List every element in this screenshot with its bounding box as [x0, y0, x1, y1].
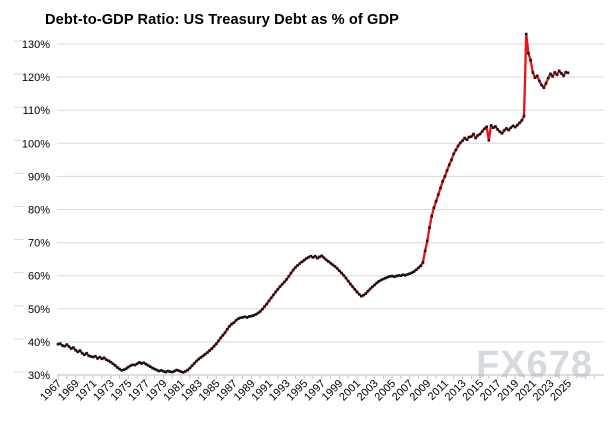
series-markers [56, 32, 570, 374]
x-axis-labels: 1967196919711973197519771979198119831985… [38, 378, 574, 404]
y-tick-label: 60% [28, 271, 50, 283]
y-tick-label: 30% [28, 370, 50, 382]
y-axis-labels: 30% 40% 50% 60% 70% 80% 90% 100% 110% 120% 130% [22, 39, 50, 382]
x-axis [57, 374, 604, 379]
y-tick-label: 70% [28, 238, 50, 250]
y-tick-label: 130% [22, 39, 50, 51]
y-tick-label: 50% [28, 304, 50, 316]
chart-title: Debt-to-GDP Ratio: US Treasury Debt as %… [45, 12, 399, 28]
y-tick-label: 120% [22, 72, 50, 84]
y-tick-label: 90% [28, 171, 50, 183]
y-axis-minor-dashes [14, 40, 24, 373]
y-tick-label: 110% [23, 105, 51, 117]
y-tick-label: 100% [22, 138, 50, 150]
x-tick-label: 2025 [548, 378, 574, 404]
y-gridlines [57, 43, 604, 343]
series-line [56, 32, 570, 374]
y-tick-label: 80% [28, 205, 50, 217]
y-tick-label: 40% [28, 337, 50, 349]
